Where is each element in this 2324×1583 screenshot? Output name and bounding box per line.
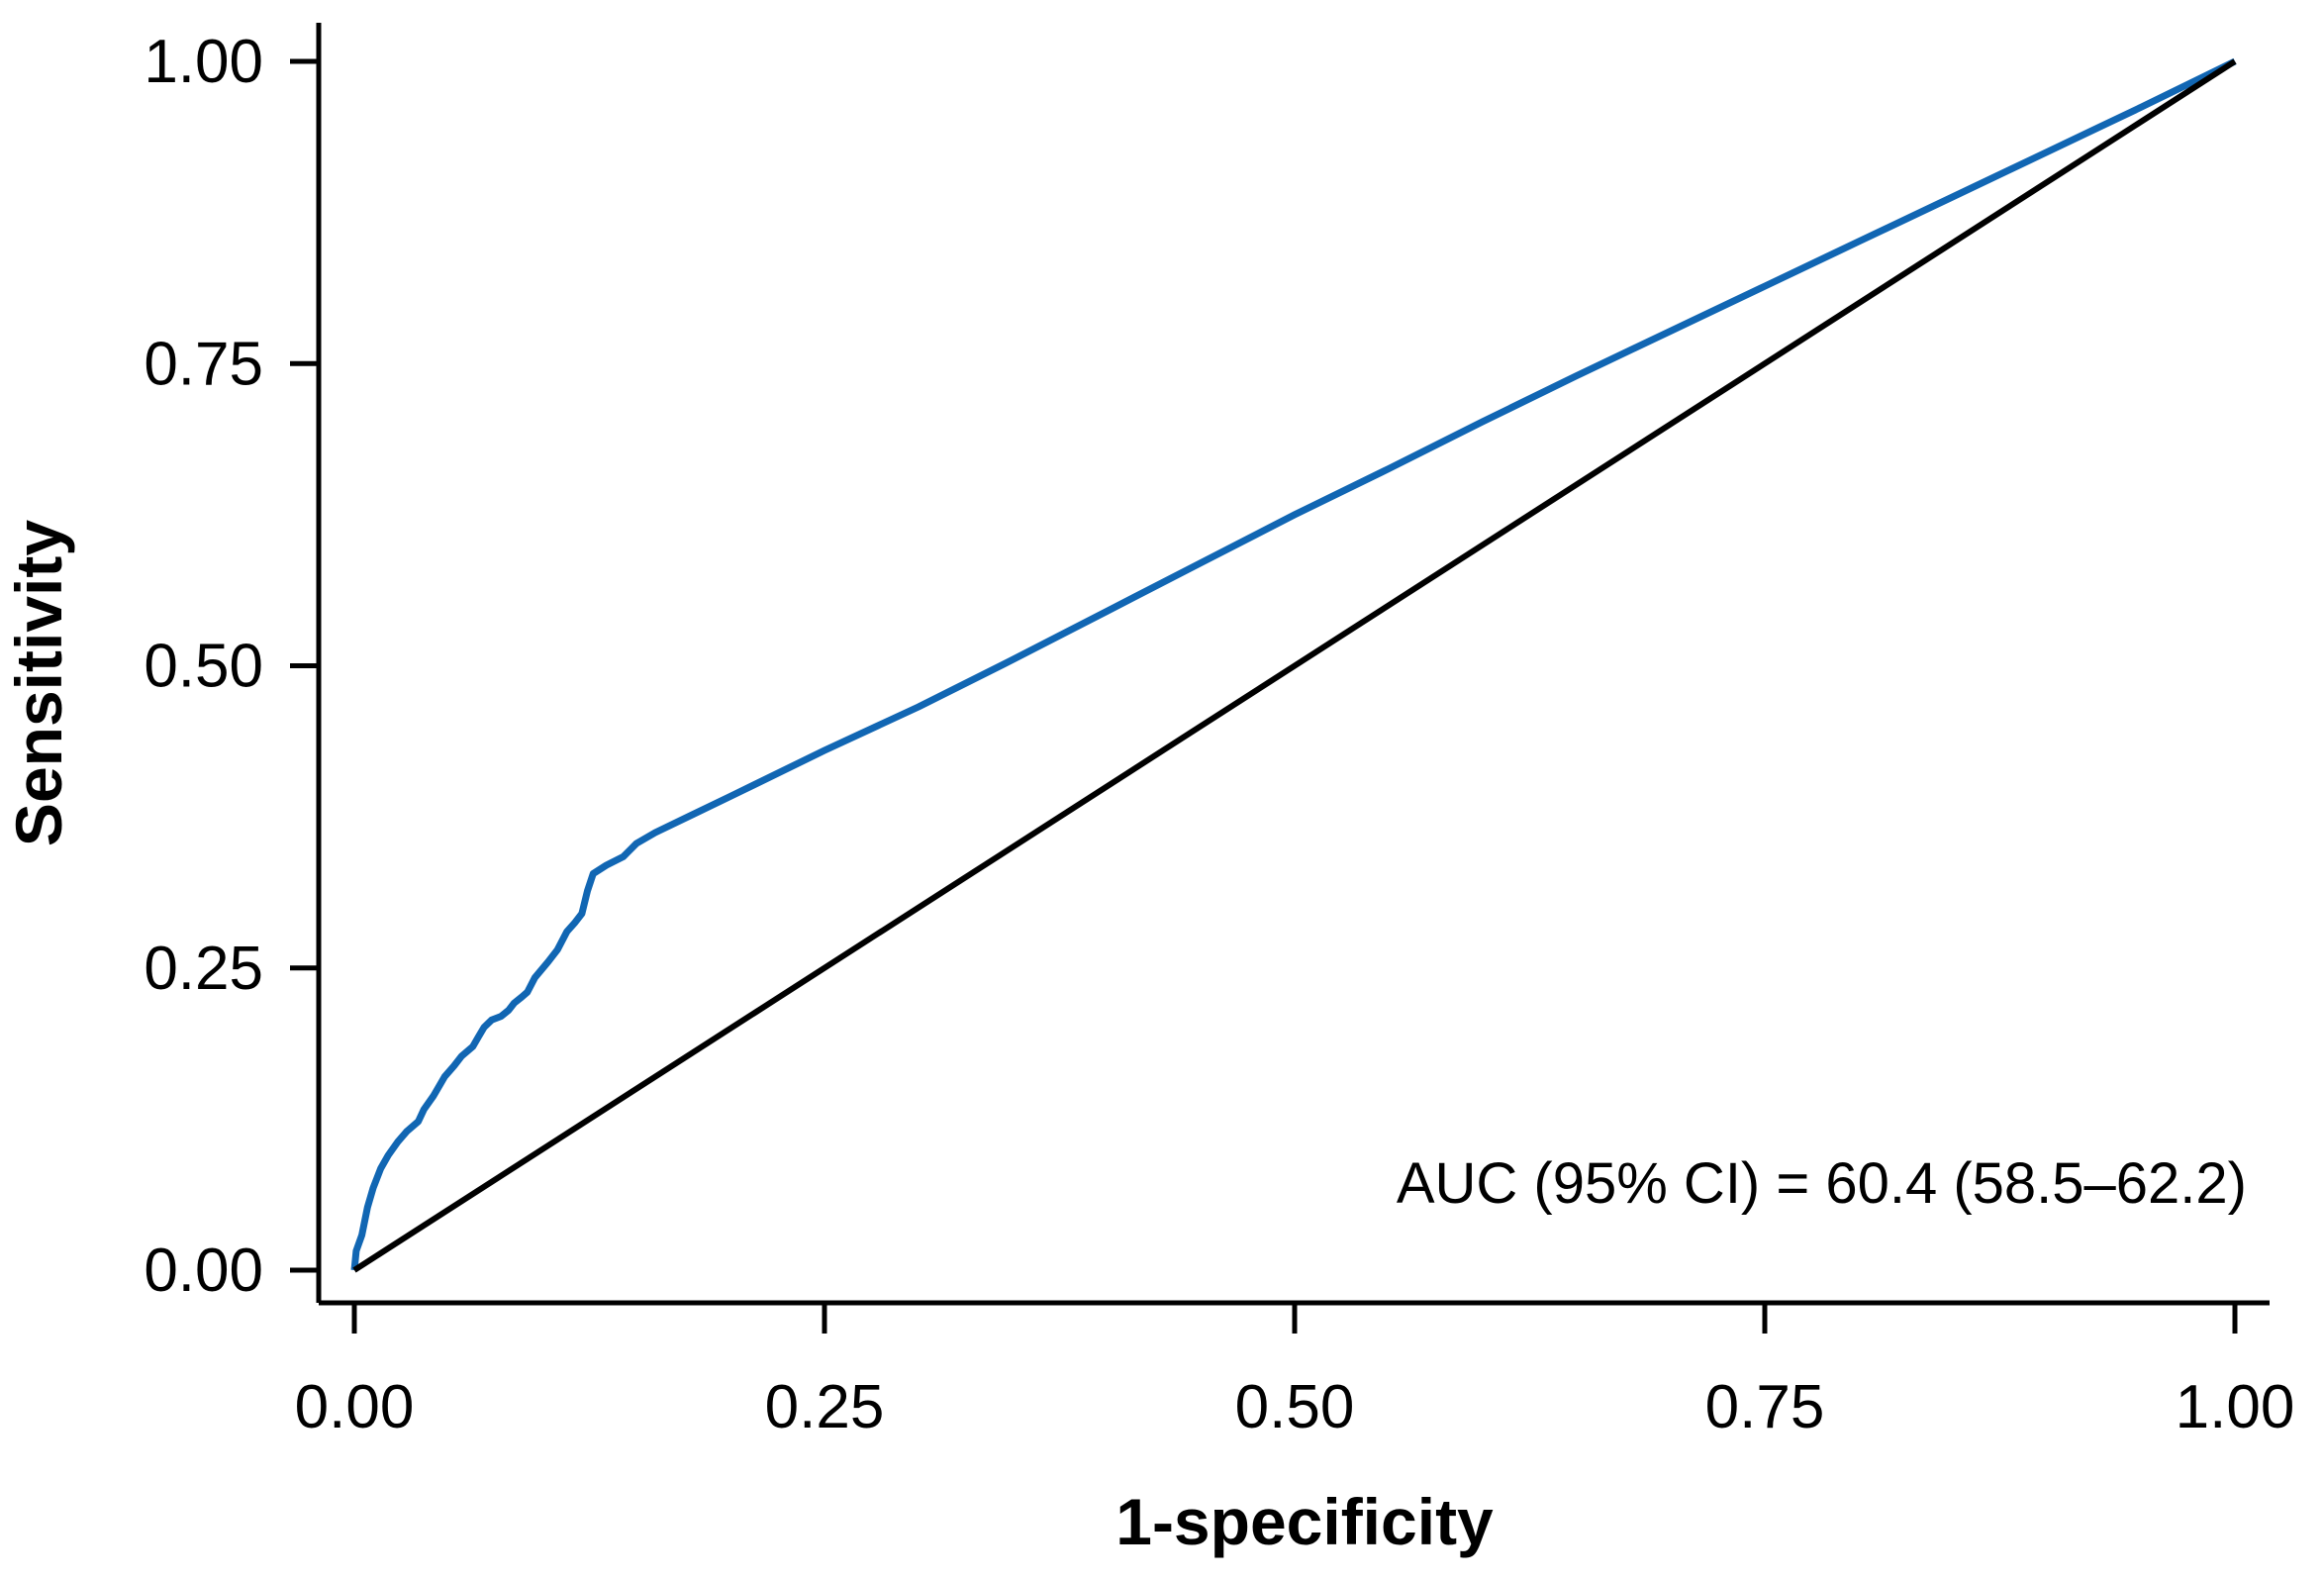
roc-curve-line [350, 57, 2237, 1271]
x-tick-label: 0.50 [1235, 1373, 1355, 1441]
x-tick-label: 0.00 [295, 1373, 415, 1441]
y-tick-label: 1.00 [144, 28, 263, 96]
y-axis-ticks: 0.00 0.25 0.50 0.75 1.00 [144, 28, 319, 1305]
x-tick-label: 0.25 [765, 1373, 885, 1441]
x-axis-title: 1-specificity [1115, 1485, 1494, 1558]
y-tick-label: 0.25 [144, 935, 263, 1003]
x-tick-label: 1.00 [2176, 1373, 2295, 1441]
plot-series [350, 57, 2237, 1273]
y-tick-label: 0.00 [144, 1237, 263, 1305]
y-tick-label: 0.50 [144, 633, 263, 701]
y-axis-title: Sensitivity [2, 520, 75, 846]
x-tick-label: 0.75 [1705, 1373, 1825, 1441]
reference-diagonal-line [352, 58, 2237, 1273]
y-tick-label: 0.75 [144, 330, 263, 398]
x-axis-ticks: 0.00 0.25 0.50 0.75 1.00 [295, 1303, 2295, 1441]
auc-annotation: AUC (95% CI) = 60.4 (58.5–62.2) [1397, 1151, 2247, 1216]
